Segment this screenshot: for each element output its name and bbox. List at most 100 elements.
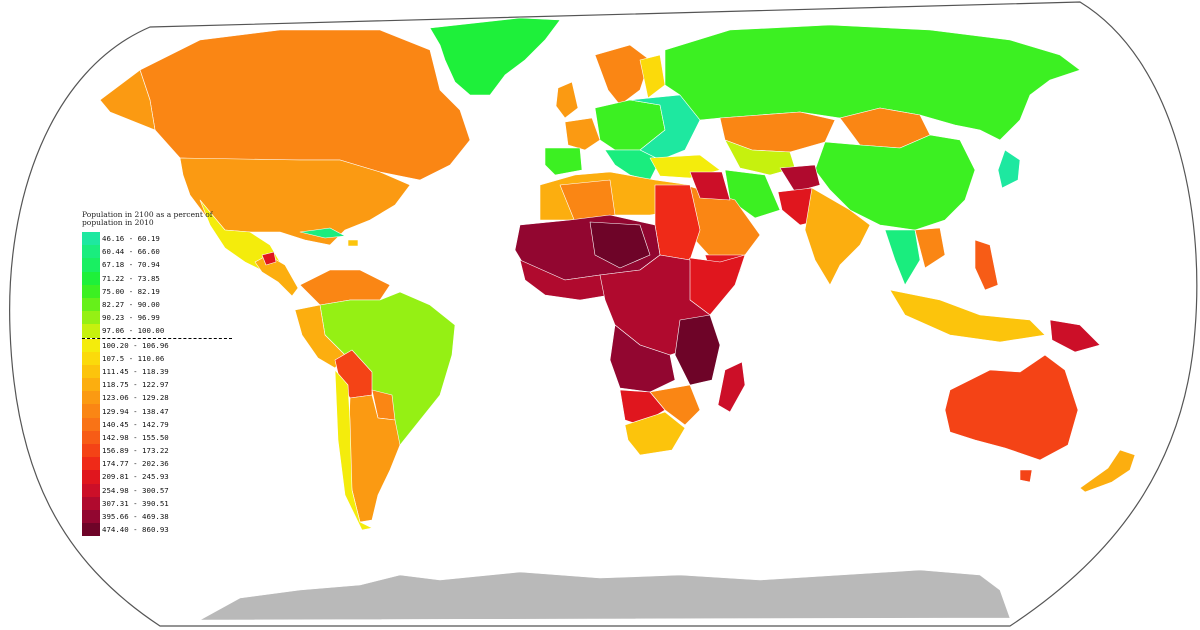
legend-range-label: 71.22 - 73.85 — [102, 273, 160, 283]
legend-row: 395.66 - 469.38 — [82, 509, 232, 524]
legend-range-label: 82.27 - 90.00 — [102, 300, 160, 310]
finland — [639, 54, 666, 99]
legend-swatch — [82, 245, 100, 259]
legend-row: 209.81 - 245.93 — [82, 470, 232, 484]
legend-swatch — [82, 470, 100, 484]
legend-row: 82.27 - 90.00 — [82, 297, 232, 312]
legend-row: 307.31 - 390.51 — [82, 496, 232, 510]
legend-range-label: 156.89 - 173.22 — [102, 446, 169, 456]
legend-rows: 46.16 - 60.19 60.44 - 66.60 67.18 - 70.94 7… — [82, 232, 232, 537]
zimbabwe-mozambique — [649, 384, 701, 426]
legend-swatch — [82, 324, 100, 338]
legend-range-label: 209.81 - 245.93 — [102, 472, 169, 482]
tasmania — [1019, 469, 1033, 483]
legend-range-label: 254.98 - 300.57 — [102, 485, 169, 495]
japan — [997, 149, 1021, 189]
legend-row: 111.45 - 118.39 — [82, 364, 232, 379]
philippines — [974, 239, 999, 291]
legend-row: 46.16 - 60.19 — [82, 232, 232, 246]
legend-row: 100.20 - 106.96 — [82, 337, 232, 352]
uk — [555, 81, 579, 119]
alaska — [99, 69, 156, 131]
legend-swatch — [82, 430, 100, 444]
legend-swatch — [82, 232, 100, 246]
legend-swatch — [82, 351, 100, 365]
legend-swatch — [82, 258, 100, 272]
legend-row: 123.06 - 129.28 — [82, 391, 232, 405]
iraq-syria — [689, 171, 731, 201]
canada — [139, 29, 471, 181]
papua-new-guinea — [1049, 319, 1101, 353]
legend-row: 129.94 - 138.47 — [82, 404, 232, 418]
legend-swatch — [82, 496, 100, 510]
legend-swatch — [82, 404, 100, 418]
legend-range-label: 97.06 - 100.00 — [102, 326, 165, 336]
legend-row: 67.18 - 70.94 — [82, 258, 232, 272]
legend-row: 254.98 - 300.57 — [82, 483, 232, 497]
legend-range-label: 60.44 - 66.60 — [102, 247, 160, 257]
legend-range-label: 46.16 - 60.19 — [102, 234, 160, 244]
legend-range-label: 174.77 - 202.36 — [102, 459, 169, 469]
legend-range-label: 75.00 - 82.19 — [102, 286, 160, 296]
legend-swatch — [82, 297, 100, 312]
map-frame — [9, 1, 1198, 627]
myanmar-thailand — [884, 229, 921, 286]
legend-swatch — [82, 509, 100, 524]
legend-swatch — [82, 457, 100, 471]
legend-row: 140.45 - 142.79 — [82, 417, 232, 431]
france — [564, 117, 601, 151]
legend-swatch — [82, 483, 100, 497]
legend-range-label: 118.75 - 122.97 — [102, 380, 169, 390]
legend-range-label: 395.66 - 469.38 — [102, 512, 169, 522]
legend-swatch — [82, 364, 100, 379]
norway-sweden — [594, 44, 651, 106]
legend-range-label: 107.5 - 110.06 — [102, 353, 165, 363]
west-africa — [519, 259, 611, 301]
east-africa — [674, 314, 721, 386]
vietnam-laos — [914, 227, 946, 269]
legend-row: 75.00 - 82.19 — [82, 284, 232, 298]
congo-angola — [609, 324, 676, 393]
indonesia — [889, 289, 1046, 343]
algeria — [559, 179, 616, 223]
cuba — [299, 227, 346, 239]
legend-row: 97.06 - 100.00 — [82, 324, 232, 338]
legend-row: 174.77 - 202.36 — [82, 457, 232, 471]
india — [804, 187, 871, 286]
chile — [334, 369, 373, 531]
legend-row: 71.22 - 73.85 — [82, 271, 232, 285]
legend-row: 474.40 - 860.93 — [82, 523, 232, 537]
legend-range-label: 474.40 - 860.93 — [102, 525, 169, 535]
legend-title: Population in 2100 as a percent of popul… — [82, 210, 213, 227]
legend: Population in 2100 as a percent of popul… — [82, 210, 232, 537]
legend-row: 142.98 - 155.50 — [82, 430, 232, 444]
legend-swatch — [82, 417, 100, 431]
south-africa — [624, 411, 686, 456]
legend-row: 90.23 - 96.99 — [82, 311, 232, 325]
legend-range-label: 129.94 - 138.47 — [102, 406, 169, 416]
new-zealand — [1079, 449, 1136, 493]
russia — [664, 24, 1081, 141]
haiti — [347, 239, 359, 247]
legend-range-label: 90.23 - 96.99 — [102, 313, 160, 323]
legend-range-label: 123.06 - 129.28 — [102, 393, 169, 403]
niger-chad — [589, 221, 651, 269]
legend-range-label: 67.18 - 70.94 — [102, 260, 160, 270]
legend-row: 118.75 - 122.97 — [82, 378, 232, 392]
legend-range-label: 142.98 - 155.50 — [102, 432, 169, 442]
guatemala — [261, 251, 277, 266]
legend-swatch — [82, 271, 100, 285]
united-states — [179, 157, 411, 246]
china — [814, 134, 976, 231]
afghanistan — [779, 164, 821, 193]
legend-swatch — [82, 391, 100, 405]
legend-row: 60.44 - 66.60 — [82, 245, 232, 259]
spain-portugal — [544, 147, 583, 176]
greenland — [429, 17, 561, 96]
legend-row: 156.89 - 173.22 — [82, 444, 232, 458]
legend-swatch — [82, 378, 100, 392]
legend-range-label: 307.31 - 390.51 — [102, 498, 169, 508]
australia — [944, 354, 1079, 461]
antarctica — [199, 569, 1011, 621]
